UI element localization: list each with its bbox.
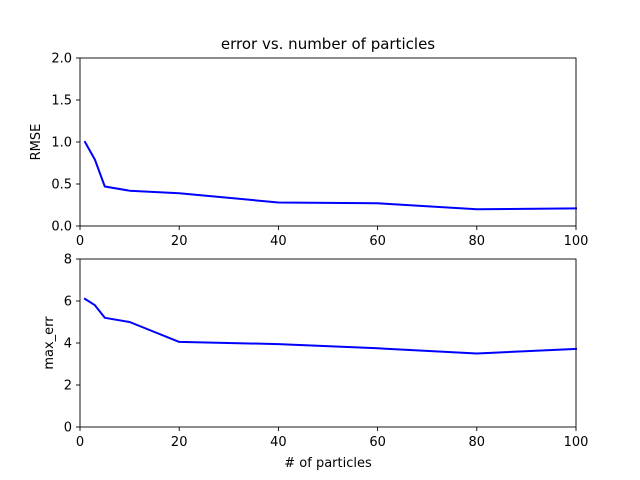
rmse-x-tick-label: 20	[171, 234, 188, 249]
max-err-x-tick-label: 20	[171, 435, 188, 450]
max-err-y-tick-label: 2	[64, 379, 72, 394]
rmse-x-tick-label: 80	[469, 234, 486, 249]
x-axis-label: # of particles	[284, 456, 372, 471]
rmse-axes-frame	[79, 57, 577, 227]
max-err-y-tick-label: 6	[64, 295, 72, 310]
max-err-y-tick-label: 0	[64, 421, 72, 436]
max-err-x-tick-label: 80	[469, 435, 486, 450]
rmse-y-tick-label: 0.5	[51, 178, 72, 193]
max-err-x-tick-label: 100	[564, 435, 589, 450]
y-axis-label: RMSE	[29, 124, 44, 161]
rmse-y-tick-label: 1.5	[51, 94, 72, 109]
rmse-subplot: error vs. number of particles 0 20 40 60 80 10…	[29, 35, 588, 249]
rmse-series-line	[83, 140, 578, 211]
rmse-x-tick-label: 60	[369, 234, 386, 249]
max-err-series-line	[83, 297, 578, 355]
rmse-y-tick-label: 1.0	[51, 136, 72, 151]
rmse-x-tick-label: 100	[564, 234, 589, 249]
max-err-x-tick-label: 0	[76, 435, 84, 450]
rmse-x-tick-label: 0	[76, 234, 84, 249]
max-err-x-tick-label: 40	[270, 435, 287, 450]
max-err-subplot: 0 20 40 60 80 100 0 2 4 6 8 max_err # of particles	[42, 253, 588, 472]
max-err-x-tick-label: 60	[369, 435, 386, 450]
rmse-x-tick-label: 40	[270, 234, 287, 249]
max-err-y-tick-label: 8	[64, 253, 72, 268]
rmse-y-tick-label: 0.0	[51, 220, 72, 235]
y-axis-label: max_err	[42, 316, 57, 370]
chart-title: error vs. number of particles	[221, 35, 435, 53]
max-err-y-tick-label: 4	[64, 337, 72, 352]
rmse-y-tick-label: 2.0	[51, 52, 72, 67]
max-err-axes-frame	[79, 258, 577, 428]
